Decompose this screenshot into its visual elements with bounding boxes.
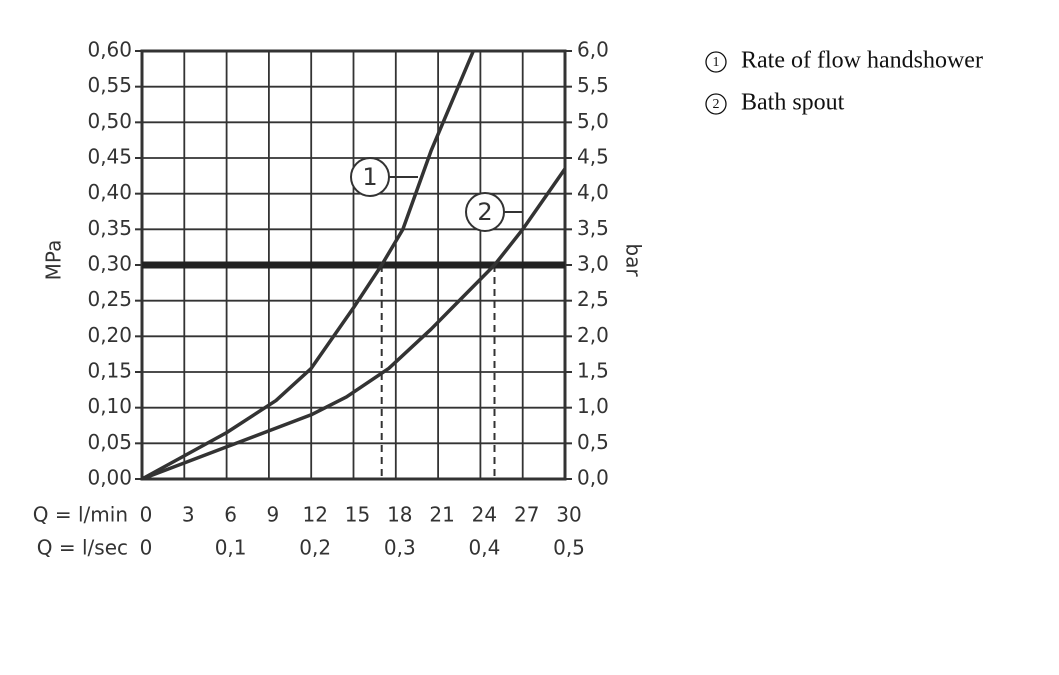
- y-tick-label: 0,15: [87, 359, 132, 383]
- y2-tick-label: 6,0: [577, 38, 609, 62]
- y2-tick-label: 2,0: [577, 323, 609, 347]
- x-tick-label: 15: [345, 503, 370, 527]
- y-tick-label: 0,05: [87, 430, 132, 454]
- legend-marker: [705, 93, 727, 115]
- y-tick-label: 0,50: [87, 109, 132, 133]
- callout-label: 2: [477, 198, 492, 226]
- x-tick-label: 0: [140, 503, 153, 527]
- y2-tick-label: 0,0: [577, 466, 609, 490]
- x2-tick-label: 0,4: [468, 536, 500, 560]
- x2-tick-label: 0,1: [215, 536, 247, 560]
- y-tick-label: 0,60: [87, 38, 132, 62]
- y-tick-label: 0,20: [87, 323, 132, 347]
- callout-label: 1: [362, 163, 377, 191]
- y-tick-label: 0,45: [87, 145, 132, 169]
- y2-axis-label: bar: [622, 243, 646, 277]
- x2-tick-label: 0,5: [553, 536, 585, 560]
- callout-circle: [350, 157, 390, 197]
- x2-tick-label: 0,2: [299, 536, 331, 560]
- y2-tick-label: 3,5: [577, 216, 609, 240]
- y2-tick-label: 4,5: [577, 145, 609, 169]
- y-tick-label: 0,35: [87, 216, 132, 240]
- y2-tick-label: 4,0: [577, 180, 609, 204]
- x-axis-label: Q = l/min: [33, 503, 128, 527]
- legend-label: Bath spout: [741, 90, 845, 116]
- series-line: [141, 50, 475, 481]
- y2-tick-label: 1,0: [577, 394, 609, 418]
- x2-tick-label: 0: [140, 536, 153, 560]
- y-tick-label: 0,25: [87, 287, 132, 311]
- y2-tick-label: 0,5: [577, 430, 609, 454]
- x2-tick-label: 0,3: [384, 536, 416, 560]
- x-tick-label: 30: [556, 503, 581, 527]
- x-tick-label: 24: [472, 503, 497, 527]
- x-tick-label: 9: [267, 503, 280, 527]
- x-tick-label: 3: [182, 503, 195, 527]
- x2-axis-label: Q = l/sec: [37, 536, 128, 560]
- y2-tick-label: 5,5: [577, 73, 609, 97]
- y2-tick-label: 1,5: [577, 359, 609, 383]
- y2-tick-label: 5,0: [577, 109, 609, 133]
- callout-circle: [465, 192, 505, 232]
- legend-label: Rate of flow handshower: [741, 48, 983, 74]
- y2-tick-label: 2,5: [577, 287, 609, 311]
- y-tick-label: 0,10: [87, 394, 132, 418]
- y-tick-label: 0,40: [87, 180, 132, 204]
- y-axis-label: MPa: [42, 240, 66, 281]
- x-tick-label: 21: [429, 503, 454, 527]
- x-tick-label: 27: [514, 503, 539, 527]
- y2-tick-label: 3,0: [577, 252, 609, 276]
- legend-marker-label: 2: [713, 97, 720, 112]
- x-tick-label: 6: [224, 503, 237, 527]
- x-tick-label: 12: [302, 503, 327, 527]
- legend-marker: [705, 51, 727, 73]
- y-tick-label: 0,30: [87, 252, 132, 276]
- series-line: [141, 167, 567, 481]
- y-tick-label: 0,00: [87, 466, 132, 490]
- x-tick-label: 18: [387, 503, 412, 527]
- legend-marker-label: 1: [713, 55, 720, 70]
- y-tick-label: 0,55: [87, 73, 132, 97]
